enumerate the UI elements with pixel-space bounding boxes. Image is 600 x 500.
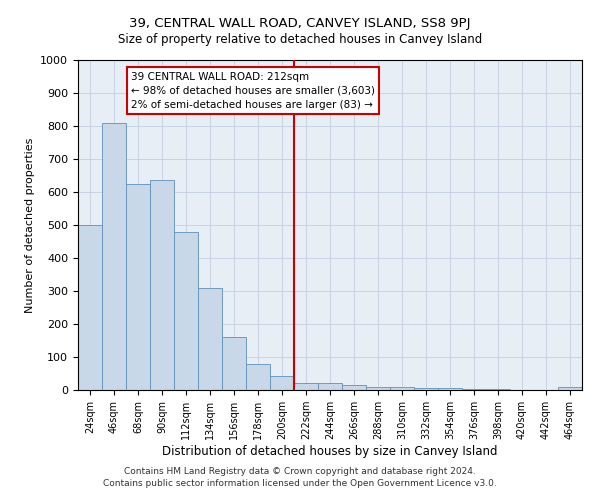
- Bar: [78, 225, 102, 390]
- Text: Contains HM Land Registry data © Crown copyright and database right 2024.
Contai: Contains HM Land Registry data © Crown c…: [103, 466, 497, 487]
- Text: 39 CENTRAL WALL ROAD: 212sqm
← 98% of detached houses are smaller (3,603)
2% of : 39 CENTRAL WALL ROAD: 212sqm ← 98% of de…: [131, 72, 375, 110]
- Bar: [198, 288, 222, 390]
- Bar: [246, 364, 270, 390]
- Bar: [222, 337, 246, 390]
- Bar: [438, 388, 462, 390]
- Bar: [150, 180, 174, 390]
- Bar: [414, 388, 438, 390]
- Bar: [294, 382, 318, 390]
- Bar: [390, 386, 414, 390]
- Bar: [318, 382, 342, 390]
- Text: 39, CENTRAL WALL ROAD, CANVEY ISLAND, SS8 9PJ: 39, CENTRAL WALL ROAD, CANVEY ISLAND, SS…: [129, 18, 471, 30]
- Bar: [174, 232, 198, 390]
- Bar: [342, 385, 366, 390]
- X-axis label: Distribution of detached houses by size in Canvey Island: Distribution of detached houses by size …: [162, 445, 498, 458]
- Bar: [126, 184, 150, 390]
- Bar: [366, 386, 390, 390]
- Bar: [462, 389, 486, 390]
- Bar: [558, 388, 582, 390]
- Y-axis label: Number of detached properties: Number of detached properties: [25, 138, 35, 312]
- Bar: [270, 376, 294, 390]
- Bar: [102, 124, 126, 390]
- Text: Size of property relative to detached houses in Canvey Island: Size of property relative to detached ho…: [118, 32, 482, 46]
